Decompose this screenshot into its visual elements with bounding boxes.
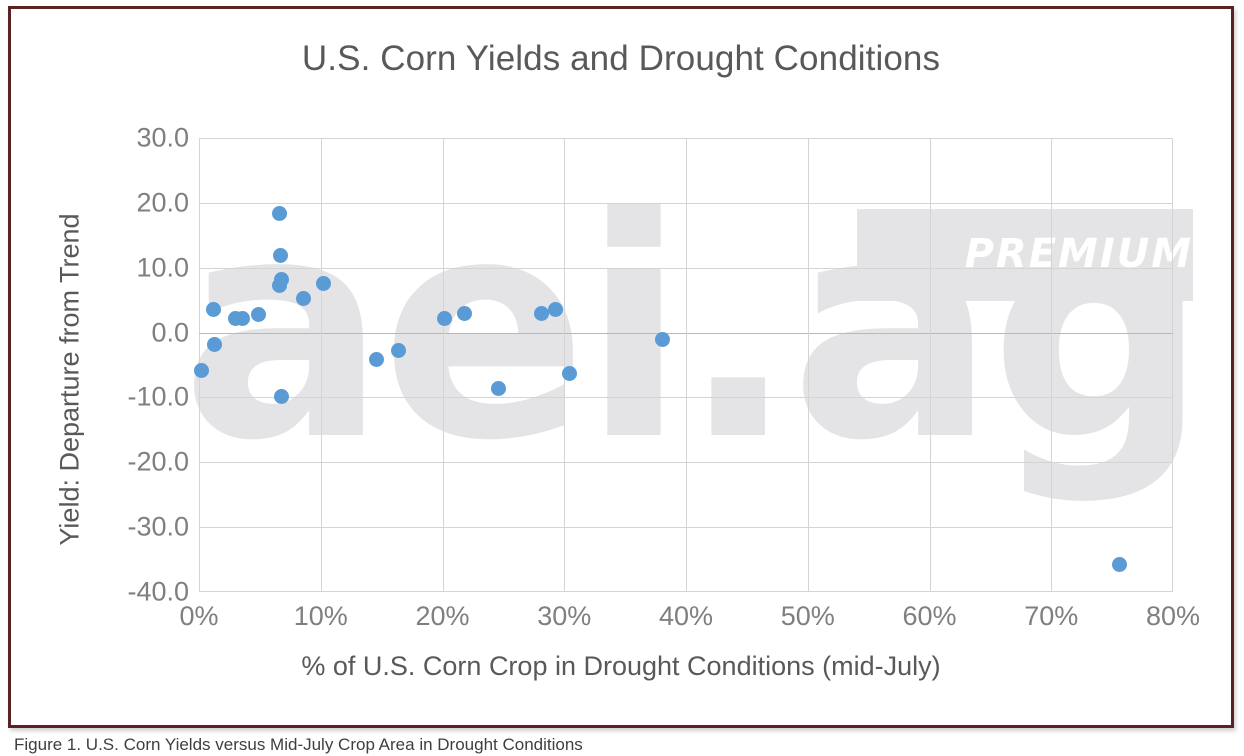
gridline-vertical	[442, 138, 444, 592]
scatter-point	[296, 291, 312, 307]
x-axis-title: % of U.S. Corn Crop in Drought Condition…	[301, 651, 941, 681]
plot-area	[193, 138, 1173, 592]
scatter-point	[437, 310, 453, 326]
x-axis-tick-labels: 0% 10% 20% 30% 40% 50% 60% 70% 80%	[179, 601, 1200, 641]
scatter-point	[235, 310, 251, 326]
scatter-point	[271, 206, 287, 222]
gridline-vertical	[686, 138, 687, 592]
chart-figure-frame: aei.ag PREMIUM U.S. Corn Yields and Drou…	[8, 6, 1234, 728]
gridline-vertical	[929, 138, 931, 592]
x-axis-tick-label: 20%	[415, 601, 470, 631]
scatter-point	[193, 362, 209, 378]
chart-canvas: aei.ag PREMIUM U.S. Corn Yields and Drou…	[11, 9, 1231, 725]
y-axis-tick-label: -10.0	[127, 381, 189, 412]
scatter-point	[271, 277, 287, 293]
scatter-point	[456, 306, 472, 322]
x-axis-tick-label: 60%	[902, 601, 957, 631]
scatter-point	[369, 351, 385, 367]
y-axis-tick-label: 0.0	[151, 317, 189, 348]
x-axis-tick-label: 50%	[780, 601, 835, 631]
scatter-point	[655, 331, 671, 347]
x-axis-tick-label: 40%	[658, 601, 714, 631]
figure-caption: Figure 1. U.S. Corn Yields versus Mid-Ju…	[14, 735, 583, 754]
scatter-point	[273, 247, 289, 263]
scatter-point	[491, 381, 506, 397]
y-axis-tick-label: 10.0	[136, 252, 189, 283]
scatter-point	[274, 389, 290, 405]
x-axis-tick-label: 0%	[179, 601, 219, 631]
x-axis-tick-label: 70%	[1024, 601, 1079, 631]
gridline-vertical	[807, 138, 809, 592]
x-axis-tick-label: 10%	[293, 601, 348, 631]
scatter-point	[207, 337, 223, 353]
scatter-point	[206, 302, 222, 318]
y-axis-tick-label: -30.0	[127, 511, 189, 542]
scatter-point	[548, 301, 564, 317]
y-axis-tick-label: 30.0	[136, 122, 189, 153]
scatter-point	[315, 276, 331, 292]
y-axis-tick-label: -20.0	[127, 446, 189, 477]
x-axis-tick-label: 30%	[537, 601, 592, 631]
scatter-point	[391, 343, 407, 359]
scatter-points-layer	[193, 138, 1173, 592]
y-axis-tick-label: 20.0	[136, 187, 189, 218]
x-axis-tick-label: 80%	[1145, 601, 1201, 631]
chart-title: U.S. Corn Yields and Drought Conditions	[301, 39, 941, 78]
scatter-point	[561, 365, 577, 381]
y-axis-tick-labels: 30.0 20.0 10.0 0.0 -10.0 -20.0 -30.0 -40.0	[71, 123, 189, 607]
scatter-point	[533, 306, 549, 322]
scatter-point	[1111, 557, 1127, 573]
gridline-vertical	[1051, 138, 1053, 592]
gridline-vertical	[320, 138, 322, 592]
gridline-vertical	[564, 138, 566, 592]
y-axis-tick-label: -40.0	[127, 576, 189, 607]
scatter-point	[251, 306, 267, 322]
